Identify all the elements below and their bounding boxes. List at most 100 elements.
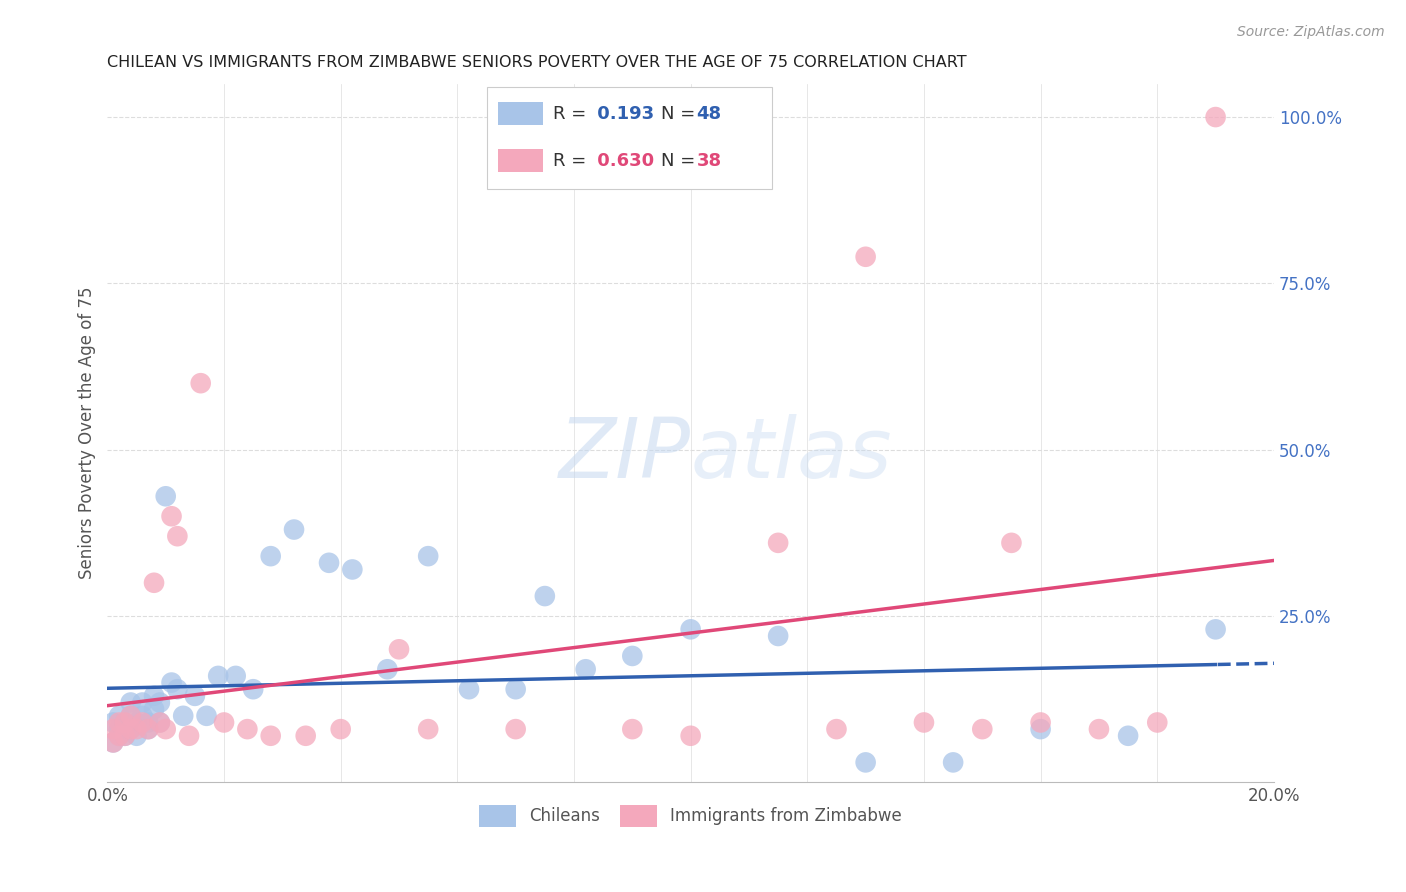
Point <box>418 722 440 736</box>
Point <box>855 250 877 264</box>
Point <box>318 556 340 570</box>
Point <box>458 682 481 697</box>
Point <box>155 722 177 736</box>
Point <box>149 715 172 730</box>
Text: CHILEAN VS IMMIGRANTS FROM ZIMBABWE SENIORS POVERTY OVER THE AGE OF 75 CORRELATI: CHILEAN VS IMMIGRANTS FROM ZIMBABWE SENI… <box>107 55 967 70</box>
Point <box>342 562 364 576</box>
Point <box>329 722 352 736</box>
Point <box>131 715 153 730</box>
Point <box>207 669 229 683</box>
Point <box>1000 536 1022 550</box>
Text: R =: R = <box>553 152 592 169</box>
Point <box>125 715 148 730</box>
Point <box>505 722 527 736</box>
Point <box>1205 110 1227 124</box>
Text: N =: N = <box>661 105 702 123</box>
Point <box>184 689 207 703</box>
Point <box>1116 729 1139 743</box>
Point <box>155 489 177 503</box>
Point <box>855 756 877 770</box>
Point <box>120 708 142 723</box>
Point <box>143 689 166 703</box>
Point <box>294 729 316 743</box>
Point <box>125 729 148 743</box>
Text: N =: N = <box>661 152 702 169</box>
Bar <box>498 149 543 172</box>
Point <box>120 722 142 736</box>
Point <box>942 756 965 770</box>
Point <box>108 722 131 736</box>
Point <box>125 722 148 736</box>
Point <box>166 682 188 697</box>
Point <box>160 509 183 524</box>
Point <box>103 735 125 749</box>
Point <box>225 669 247 683</box>
Point <box>912 715 935 730</box>
Point <box>143 702 166 716</box>
Text: atlas: atlas <box>690 414 893 494</box>
Bar <box>498 103 543 126</box>
Point <box>131 708 153 723</box>
Point <box>114 729 136 743</box>
Point <box>505 682 527 697</box>
Point <box>195 708 218 723</box>
Point <box>114 729 136 743</box>
Point <box>1029 715 1052 730</box>
Point <box>120 708 142 723</box>
Point <box>972 722 994 736</box>
Text: Source: ZipAtlas.com: Source: ZipAtlas.com <box>1237 25 1385 39</box>
Point <box>120 696 142 710</box>
Point <box>190 376 212 391</box>
Point <box>534 589 557 603</box>
Y-axis label: Seniors Poverty Over the Age of 75: Seniors Poverty Over the Age of 75 <box>79 287 96 579</box>
Point <box>766 629 789 643</box>
Point <box>236 722 259 736</box>
Point <box>679 729 702 743</box>
Text: R =: R = <box>553 105 592 123</box>
Point <box>108 729 131 743</box>
Point <box>1146 715 1168 730</box>
Point <box>260 729 283 743</box>
Point <box>108 708 131 723</box>
Point <box>260 549 283 563</box>
Point <box>166 529 188 543</box>
Text: 0.193: 0.193 <box>592 105 655 123</box>
Point <box>108 729 131 743</box>
Point <box>120 722 142 736</box>
Point <box>149 715 172 730</box>
Point <box>114 715 136 730</box>
Text: 48: 48 <box>696 105 721 123</box>
Point <box>621 722 644 736</box>
Point <box>136 722 159 736</box>
Point <box>1205 623 1227 637</box>
Point <box>212 715 235 730</box>
Point <box>149 696 172 710</box>
Point <box>242 682 264 697</box>
Point <box>621 648 644 663</box>
Text: ZIP: ZIP <box>558 414 690 494</box>
Point <box>131 696 153 710</box>
Point <box>283 523 305 537</box>
FancyBboxPatch shape <box>486 87 772 188</box>
Text: 0.630: 0.630 <box>592 152 655 169</box>
Point <box>575 662 598 676</box>
Point <box>825 722 848 736</box>
Point <box>103 715 125 730</box>
Point <box>136 722 159 736</box>
Point <box>160 675 183 690</box>
Point <box>114 715 136 730</box>
Point <box>114 722 136 736</box>
Point <box>108 715 131 730</box>
Point <box>375 662 398 676</box>
Point <box>103 722 125 736</box>
Point <box>172 708 194 723</box>
Text: 38: 38 <box>696 152 721 169</box>
Point <box>388 642 411 657</box>
Point <box>136 715 159 730</box>
Point <box>766 536 789 550</box>
Point <box>143 575 166 590</box>
Point <box>1029 722 1052 736</box>
Point <box>103 735 125 749</box>
Point <box>679 623 702 637</box>
Point <box>177 729 200 743</box>
